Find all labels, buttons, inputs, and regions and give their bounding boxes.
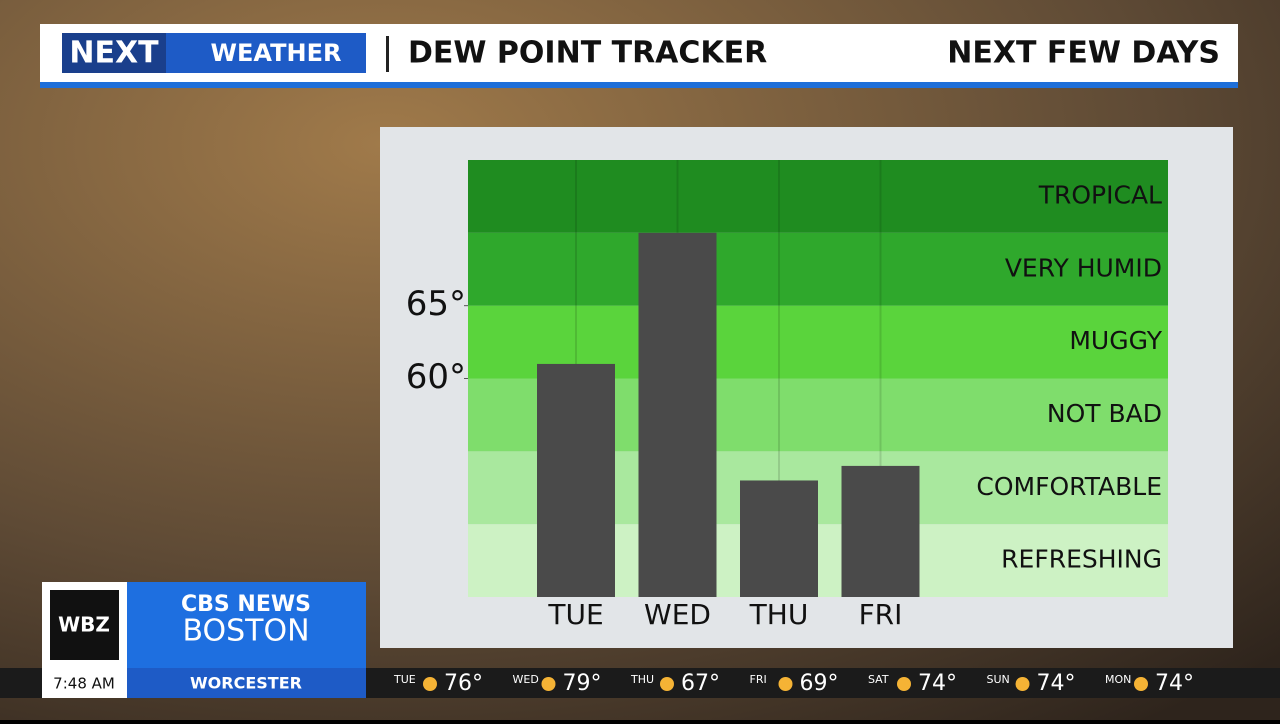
x-tick-label: FRI (859, 598, 903, 631)
logo-box (62, 33, 166, 73)
forecast-day: TUE (393, 673, 416, 686)
band-label: TROPICAL (1038, 180, 1162, 209)
time: 7:48 AM (53, 675, 115, 693)
bar (740, 480, 818, 597)
forecast-day: FRI (750, 673, 767, 686)
weather-icon (897, 677, 911, 691)
title: DEW POINT TRACKER (408, 36, 767, 71)
divider (386, 36, 389, 72)
station-logo (50, 590, 119, 660)
weather-icon (778, 677, 793, 691)
forecast-day: SUN (987, 673, 1010, 686)
logo-text: WEATHER (211, 39, 342, 67)
y-tick-label: 60° (406, 357, 466, 397)
weather-icon (423, 677, 437, 691)
header-underline (40, 82, 1238, 88)
forecast-temp: 79° (563, 671, 602, 696)
y-tick-label: 65° (406, 284, 466, 324)
forecast-temp: 74° (918, 671, 957, 696)
station-call: WBZ (58, 613, 110, 637)
weather-icon (541, 677, 556, 691)
forecast-temp: 74° (1037, 671, 1076, 696)
subtitle: NEXT FEW DAYS (947, 36, 1220, 71)
band-label: VERY HUMID (1005, 253, 1162, 282)
bar (537, 363, 615, 597)
chart: REFRESHING COMFORTABLE NOT BAD MUGGY VERY HU… (406, 160, 1168, 631)
forecast-day: SAT (868, 673, 889, 686)
location: WORCESTER (190, 674, 302, 693)
bar (638, 232, 717, 598)
forecast: TUE 76° WED 79° THU 67° FRI 69° SAT 74° SUN 74° MON 7… (393, 671, 1194, 696)
x-tick-label: TUE (547, 598, 603, 631)
network: CBS NEWS (181, 592, 311, 617)
city: BOSTON (182, 614, 309, 649)
x-tick-label: WED (644, 598, 711, 631)
x-tick-label: THU (749, 598, 809, 631)
band (468, 160, 1168, 233)
weather-icon (1134, 677, 1148, 691)
logo-text: NEXT (69, 36, 159, 71)
logo-box (166, 33, 366, 73)
band-label: MUGGY (1069, 326, 1162, 355)
weather-icon (660, 677, 674, 691)
location-box (127, 668, 366, 698)
band-label: NOT BAD (1047, 399, 1162, 428)
forecast-day: MON (1105, 673, 1131, 686)
time-box (42, 668, 127, 698)
weather-icon (1015, 677, 1030, 691)
band-label: COMFORTABLE (976, 472, 1162, 501)
forecast-temp: 74° (1155, 671, 1194, 696)
band-label: REFRESHING (1001, 545, 1162, 574)
band (468, 232, 1168, 306)
bar (841, 465, 920, 597)
forecast-temp: 67° (681, 671, 720, 696)
forecast-day: WED (513, 673, 539, 686)
forecast-temp: 76° (444, 671, 483, 696)
network-box (127, 582, 366, 668)
forecast-day: THU (630, 673, 654, 686)
forecast-temp: 69° (800, 671, 839, 696)
